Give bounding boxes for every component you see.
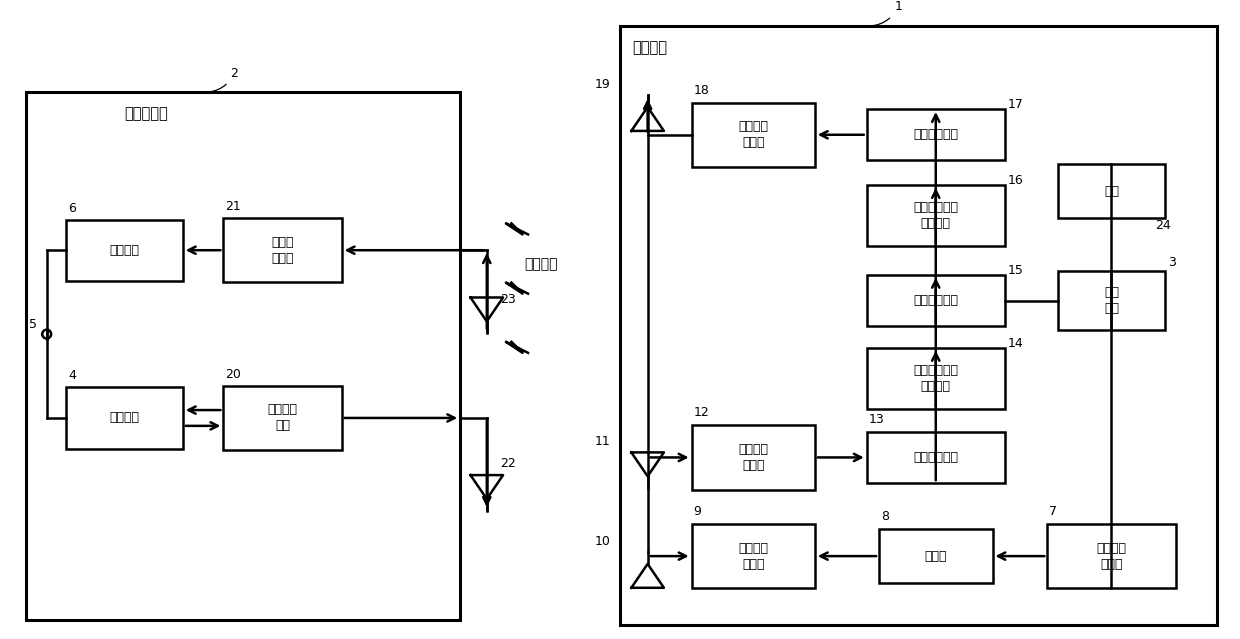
Text: 2: 2 bbox=[208, 66, 238, 92]
Text: 第一滤波
放大器: 第一滤波 放大器 bbox=[738, 542, 769, 571]
Text: 第二数字信号
处理模块: 第二数字信号 处理模块 bbox=[914, 201, 959, 230]
FancyBboxPatch shape bbox=[867, 275, 1004, 326]
Text: 输能装置: 输能装置 bbox=[632, 40, 667, 55]
FancyBboxPatch shape bbox=[67, 387, 182, 449]
FancyBboxPatch shape bbox=[223, 218, 342, 282]
Text: 5: 5 bbox=[29, 318, 37, 331]
Text: 19: 19 bbox=[594, 78, 610, 91]
Text: 数模转换模块: 数模转换模块 bbox=[914, 128, 959, 141]
Text: 4: 4 bbox=[68, 369, 77, 383]
FancyBboxPatch shape bbox=[67, 220, 182, 281]
Text: 主控
制器: 主控 制器 bbox=[1104, 286, 1118, 315]
Text: 整流匹配
模块: 整流匹配 模块 bbox=[268, 403, 298, 433]
Text: 15: 15 bbox=[1008, 264, 1024, 277]
Text: 11: 11 bbox=[594, 435, 610, 449]
Text: 21: 21 bbox=[226, 200, 241, 213]
FancyBboxPatch shape bbox=[867, 109, 1004, 160]
Text: 16: 16 bbox=[1008, 174, 1023, 187]
Text: 17: 17 bbox=[1008, 98, 1024, 111]
Text: 无源芯片: 无源芯片 bbox=[109, 412, 140, 424]
Text: 7: 7 bbox=[1049, 505, 1058, 518]
FancyBboxPatch shape bbox=[867, 432, 1004, 483]
Text: 待输能装置: 待输能装置 bbox=[125, 106, 169, 121]
FancyBboxPatch shape bbox=[867, 348, 1004, 409]
FancyBboxPatch shape bbox=[26, 92, 460, 620]
FancyBboxPatch shape bbox=[1058, 271, 1164, 330]
Text: 22: 22 bbox=[501, 457, 516, 470]
Text: 第一数字信号
处理模块: 第一数字信号 处理模块 bbox=[914, 364, 959, 393]
Text: 13: 13 bbox=[869, 413, 884, 426]
Text: 9: 9 bbox=[693, 505, 702, 518]
Text: 第二整
流电路: 第二整 流电路 bbox=[272, 236, 294, 265]
Text: 3: 3 bbox=[1168, 256, 1176, 269]
Text: 24: 24 bbox=[1154, 219, 1171, 232]
Text: 第三滤波
放大器: 第三滤波 放大器 bbox=[738, 120, 769, 150]
Text: 电源: 电源 bbox=[1104, 185, 1118, 197]
Text: 20: 20 bbox=[226, 368, 241, 381]
FancyBboxPatch shape bbox=[692, 103, 815, 167]
FancyBboxPatch shape bbox=[223, 386, 342, 450]
Text: 1: 1 bbox=[869, 1, 903, 26]
Text: 多径环境: 多径环境 bbox=[525, 257, 558, 271]
Text: 混频器: 混频器 bbox=[925, 550, 947, 562]
Text: 18: 18 bbox=[693, 84, 709, 96]
Text: 10: 10 bbox=[594, 535, 610, 548]
FancyBboxPatch shape bbox=[1058, 164, 1164, 218]
Text: 6: 6 bbox=[68, 202, 77, 215]
FancyBboxPatch shape bbox=[1048, 524, 1176, 588]
Text: 14: 14 bbox=[1008, 337, 1023, 350]
Text: 脉冲信号
发生器: 脉冲信号 发生器 bbox=[1096, 542, 1126, 571]
FancyBboxPatch shape bbox=[879, 529, 992, 583]
Text: 8: 8 bbox=[880, 510, 889, 523]
FancyBboxPatch shape bbox=[867, 185, 1004, 246]
FancyBboxPatch shape bbox=[692, 426, 815, 489]
Text: 第二滤波
放大器: 第二滤波 放大器 bbox=[738, 443, 769, 472]
Text: 12: 12 bbox=[693, 406, 709, 419]
Text: 时间反演模块: 时间反演模块 bbox=[914, 294, 959, 307]
FancyBboxPatch shape bbox=[692, 524, 815, 588]
Text: 储能电容: 储能电容 bbox=[109, 243, 140, 257]
Text: 23: 23 bbox=[501, 293, 516, 306]
FancyBboxPatch shape bbox=[620, 26, 1216, 625]
Text: 模数转换模块: 模数转换模块 bbox=[914, 451, 959, 464]
